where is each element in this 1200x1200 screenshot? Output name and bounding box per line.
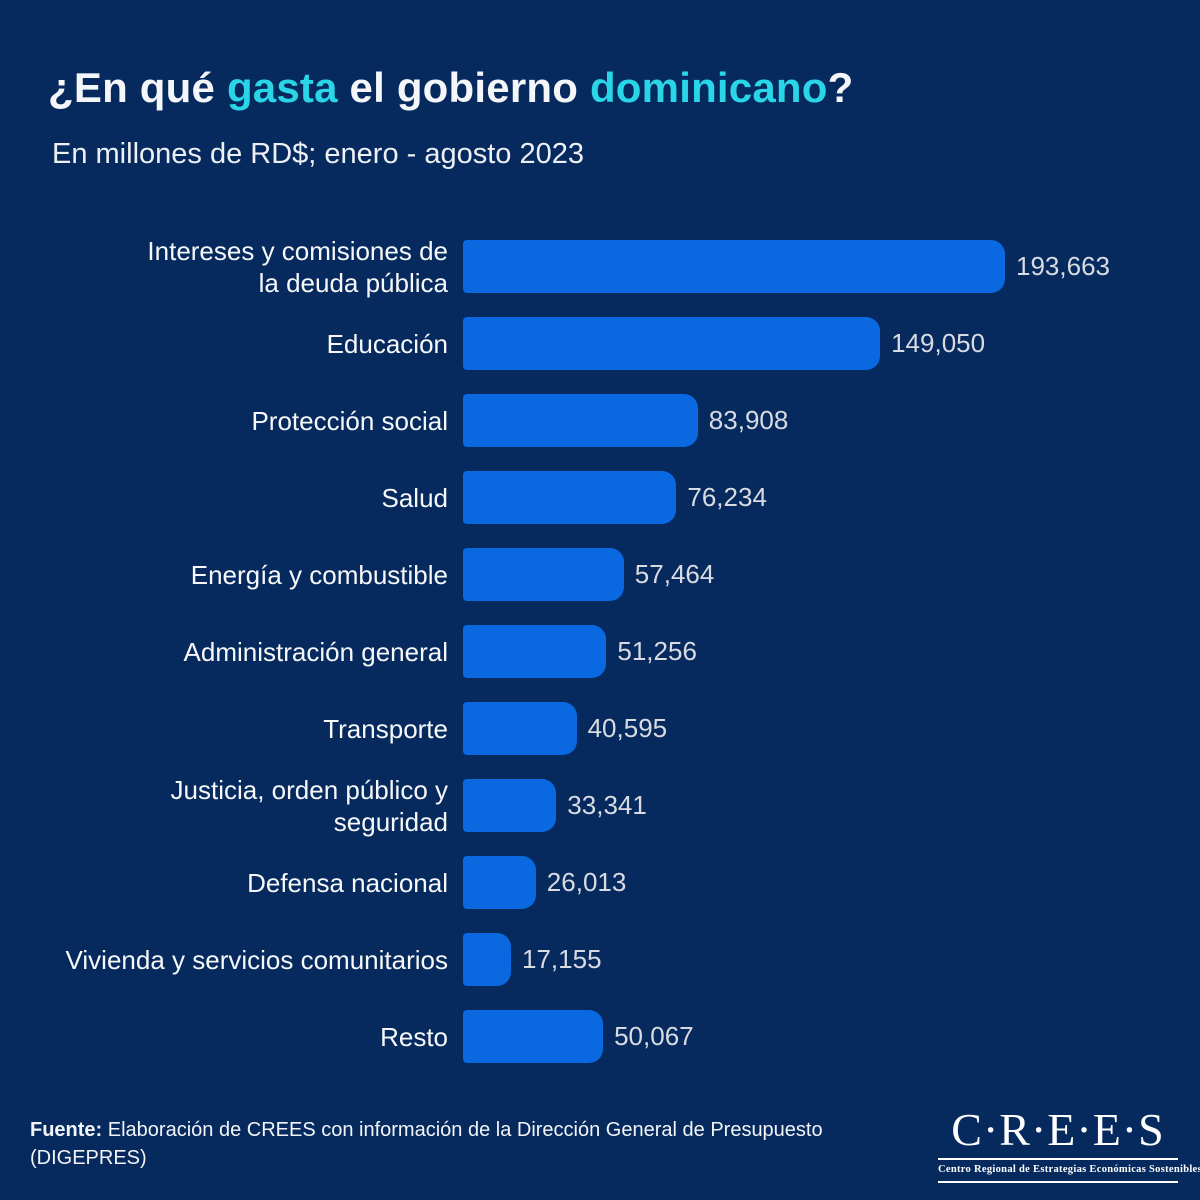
bar-track: 17,155 (463, 921, 1176, 998)
bar-row: Justicia, orden público y seguridad 33,34… (24, 767, 1176, 844)
category-label: Resto (380, 1021, 448, 1052)
category-label: Educación (326, 328, 448, 359)
category-label: Protección social (251, 405, 448, 436)
category-label: Intereses y comisiones de la deuda públi… (147, 235, 448, 298)
logo-divider-bottom (938, 1181, 1178, 1183)
value-label: 40,595 (587, 713, 668, 743)
bar-row: Protección social 83,908 (24, 382, 1176, 459)
bar-row: Vivienda y servicios comunitarios 17,155 (24, 921, 1176, 998)
value-label: 17,155 (522, 944, 602, 974)
value-label: 57,464 (634, 559, 715, 589)
category-label: Administración general (183, 636, 448, 667)
value-label: 83,908 (708, 405, 789, 435)
value-label: 51,256 (617, 636, 697, 666)
logo-divider-top (938, 1158, 1178, 1160)
value-label: 193,663 (1016, 251, 1110, 281)
category-label: Salud (381, 482, 449, 513)
crees-logo: C·R·E·E·S Centro Regional de Estrategias… (938, 1104, 1200, 1183)
chart-subtitle: En millones de RD$; enero - agosto 2023 (52, 138, 584, 170)
category-label: Vivienda y servicios comunitarios (65, 944, 448, 975)
bar-track: 83,908 (463, 382, 1176, 459)
bar-track: 50,067 (463, 998, 1176, 1075)
bar-track: 51,256 (463, 613, 1176, 690)
source-label: Fuente: (30, 1119, 103, 1141)
bar-row: Resto 50,067 (24, 998, 1176, 1075)
bar (463, 933, 511, 986)
bar (463, 625, 607, 678)
page-title: ¿En qué gasta el gobierno dominicano? (48, 64, 854, 112)
category-label: Defensa nacional (247, 867, 448, 898)
crees-logo-tagline: Centro Regional de Estrategias Económica… (938, 1164, 1200, 1175)
crees-logo-wordmark: C·R·E·E·S (951, 1104, 1165, 1155)
value-label: 149,050 (891, 328, 986, 358)
bar-track: 149,050 (463, 305, 1176, 382)
bar-row: Educación 149,050 (24, 305, 1176, 382)
bar (463, 394, 698, 447)
source-text: Elaboración de CREES con información de … (30, 1119, 823, 1169)
title-part-highlight: dominicano (589, 64, 828, 111)
bar (463, 779, 557, 832)
title-part: el gobierno (337, 64, 590, 111)
title-part: ¿En qué (48, 64, 227, 111)
bar-row: Administración general 51,256 (24, 613, 1176, 690)
bar-row: Defensa nacional 26,013 (24, 844, 1176, 921)
bar-row: Intereses y comisiones de la deuda públi… (24, 228, 1176, 305)
bar (463, 1010, 604, 1063)
bar-track: 26,013 (463, 844, 1176, 921)
title-part-highlight: gasta (226, 64, 338, 111)
bar (463, 240, 1005, 293)
value-label: 26,013 (546, 867, 627, 897)
category-label: Energía y combustible (190, 559, 448, 590)
bar (463, 548, 624, 601)
bar-row: Transporte 40,595 (24, 690, 1176, 767)
bar (463, 856, 536, 909)
bar (463, 471, 677, 524)
bar-row: Energía y combustible 57,464 (24, 536, 1176, 613)
bar-track: 193,663 (463, 228, 1176, 305)
bar-chart: Intereses y comisiones de la deuda públi… (24, 228, 1176, 1075)
value-label: 76,234 (687, 482, 767, 512)
bar-track: 33,341 (463, 767, 1176, 844)
category-label: Justicia, orden público y seguridad (170, 774, 448, 837)
bar (463, 317, 881, 370)
source-note: Fuente: Elaboración de CREES con informa… (30, 1116, 860, 1172)
category-label: Transporte (323, 713, 448, 744)
bar (463, 702, 577, 755)
bar-row: Salud 76,234 (24, 459, 1176, 536)
value-label: 33,341 (567, 790, 647, 820)
value-label: 50,067 (614, 1021, 694, 1051)
title-part: ? (827, 64, 854, 111)
bar-track: 40,595 (463, 690, 1176, 767)
bar-track: 76,234 (463, 459, 1176, 536)
bar-track: 57,464 (463, 536, 1176, 613)
